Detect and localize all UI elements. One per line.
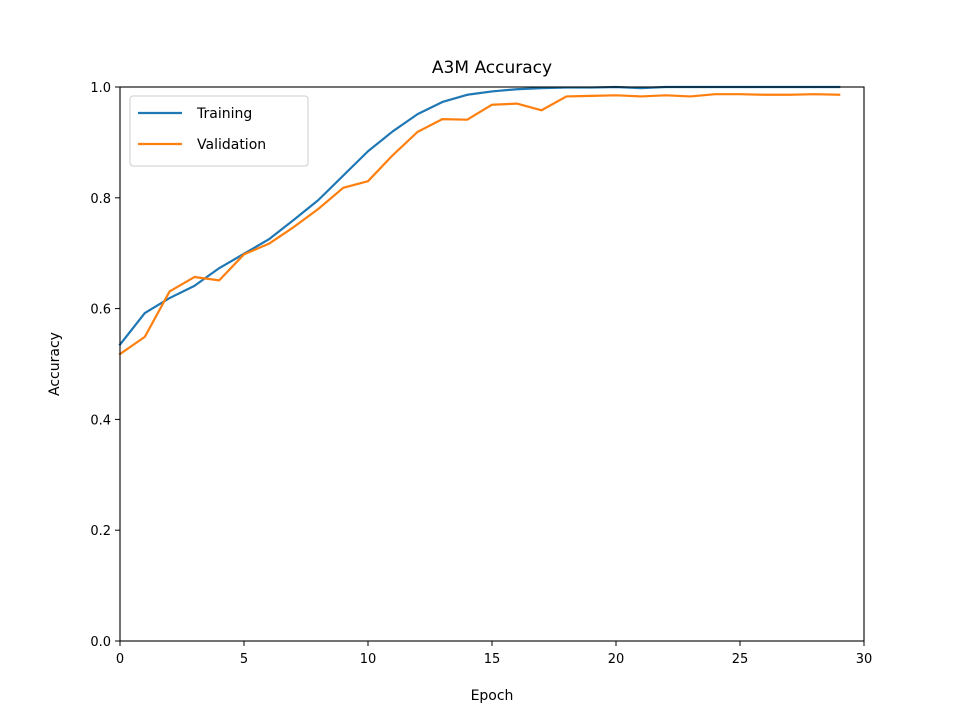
y-axis-title: Accuracy [47,332,63,396]
x-tick-label: 0 [116,652,124,667]
x-tick-label: 25 [732,652,749,667]
x-axis-ticks: 0 5 10 15 20 25 30 [116,641,872,667]
legend: Training Validation [129,95,309,167]
y-axis-ticks: 0.0 0.2 0.4 0.6 0.8 1.0 [90,81,120,650]
y-tick-label: 1.0 [90,81,111,96]
y-tick-label: 0.8 [90,192,111,207]
legend-label-training: Training [196,106,252,122]
y-tick-label: 0.6 [90,303,111,318]
x-tick-label: 5 [240,652,248,667]
x-tick-label: 10 [360,652,377,667]
x-tick-label: 20 [608,652,625,667]
series-line-validation [118,93,841,356]
x-tick-label: 15 [484,652,501,667]
legend-label-validation: Validation [197,137,266,153]
chart-title: A3M Accuracy [432,58,552,78]
y-tick-label: 0.0 [90,635,111,650]
y-tick-label: 0.2 [90,524,111,539]
x-axis-title: Epoch [471,688,514,704]
x-tick-label: 30 [856,652,873,667]
y-tick-label: 0.4 [90,413,111,428]
plot-area: 0 5 10 15 20 25 30 0.0 0.2 0.4 0.6 0.8 1.0 Training Va… [90,81,872,667]
